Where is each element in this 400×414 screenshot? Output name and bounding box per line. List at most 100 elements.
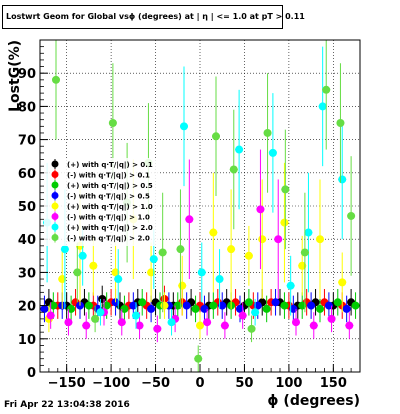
data-point	[229, 165, 238, 174]
data-point	[78, 251, 87, 260]
data-point	[209, 228, 218, 237]
data-point	[173, 301, 182, 310]
data-point	[82, 321, 91, 330]
data-point	[236, 304, 244, 313]
y-tick-label: 60	[18, 167, 36, 182]
data-point	[64, 318, 73, 327]
data-point	[58, 275, 67, 284]
series-3	[49, 289, 360, 323]
data-point	[212, 132, 220, 141]
data-point	[49, 301, 58, 310]
data-point	[300, 248, 309, 257]
legend-label: (-) with q·T/|q|) > 2.0	[67, 235, 150, 244]
data-point	[96, 308, 105, 317]
data-point	[253, 301, 262, 310]
data-point	[258, 235, 267, 244]
data-point	[200, 304, 209, 313]
series-7	[43, 46, 347, 336]
data-point	[73, 268, 82, 277]
data-point	[153, 324, 162, 333]
data-point	[180, 122, 188, 131]
data-point	[114, 275, 123, 284]
data-point	[338, 175, 347, 184]
legend-label: (-) with q·T/|q|) > 0.1	[67, 172, 150, 181]
legend-label: (+) with q·T/|q|) > 2.0	[67, 224, 153, 233]
x-tick-label: −150	[48, 376, 86, 391]
data-point	[235, 145, 244, 154]
data-point	[338, 278, 347, 287]
data-point	[147, 268, 156, 277]
data-point	[251, 308, 260, 317]
data-point	[280, 218, 289, 227]
data-point	[111, 268, 120, 277]
data-point	[342, 304, 351, 313]
data-point	[244, 298, 253, 307]
data-point	[307, 301, 316, 310]
legend-label: (+) with q·T/|q|) > 0.1	[67, 161, 153, 170]
y-tick-label: 50	[18, 200, 36, 215]
data-point	[102, 301, 111, 310]
legend-label: (-) with q·T/|q|) > 1.0	[67, 214, 150, 223]
data-point	[209, 301, 218, 310]
data-point	[215, 275, 224, 284]
y-tick-label: 0	[27, 366, 36, 381]
data-point	[345, 321, 354, 330]
data-point	[52, 75, 60, 84]
data-point	[227, 245, 236, 254]
data-point	[158, 248, 167, 257]
y-tick-label: 90	[18, 67, 36, 82]
data-point	[327, 314, 336, 323]
data-point	[274, 235, 283, 244]
data-point	[167, 318, 176, 327]
y-tick-label: 10	[18, 333, 36, 348]
data-point	[138, 298, 147, 307]
data-point	[117, 318, 126, 327]
data-point	[203, 318, 212, 327]
x-tick-label: −100	[92, 376, 130, 391]
data-point	[316, 235, 324, 244]
data-point	[194, 354, 203, 363]
data-point	[280, 301, 289, 310]
data-point	[46, 311, 55, 320]
data-point	[176, 245, 185, 254]
data-point	[298, 261, 307, 270]
data-point	[147, 304, 156, 313]
y-tick-label: 40	[18, 233, 36, 248]
x-tick-label: 0	[195, 376, 204, 391]
data-point	[67, 304, 76, 313]
legend: (+) with q·T/|q|) > 0.1 (-) with q·T/|q|)…	[44, 158, 159, 246]
data-point	[289, 304, 298, 313]
data-point	[89, 261, 98, 270]
y-axis-label: LostG(%)	[7, 40, 23, 112]
data-point	[333, 298, 342, 307]
y-tick-label: 70	[18, 134, 36, 149]
legend-label: (+) with q·T/|q|) > 0.5	[67, 182, 153, 191]
data-point	[178, 281, 187, 290]
x-axis-label: ϕ (degrees)	[267, 393, 360, 409]
data-point	[238, 311, 247, 320]
x-tick-label: −50	[141, 376, 170, 391]
series-5	[44, 159, 347, 339]
y-tick-label: 80	[18, 100, 36, 115]
y-tick-label: 20	[18, 300, 36, 315]
timestamp: Fri Apr 22 13:04:38 2016	[4, 400, 130, 410]
data-point	[220, 321, 229, 330]
data-point	[98, 294, 107, 303]
x-tick-label: 100	[275, 376, 302, 391]
data-point	[256, 205, 265, 214]
data-point	[292, 318, 300, 327]
legend-label: (+) with q·T/|q|) > 1.0	[67, 203, 153, 212]
data-point	[196, 321, 204, 330]
data-point	[351, 301, 360, 310]
data-point	[298, 301, 307, 310]
legend-label: (-) with q·T/|q|) > 0.5	[67, 193, 150, 202]
data-point	[132, 311, 140, 320]
data-point	[286, 281, 295, 290]
data-point	[324, 301, 333, 310]
data-point	[160, 301, 169, 310]
data-point	[304, 228, 313, 237]
data-point	[108, 119, 117, 127]
data-point	[281, 185, 290, 194]
legend-box	[44, 158, 159, 246]
